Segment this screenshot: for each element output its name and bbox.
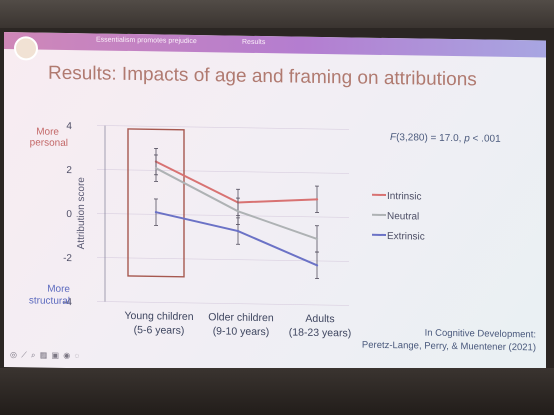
young-children-highlight-box (127, 128, 185, 278)
x-tick-label: Young children (124, 310, 193, 323)
line-chart: 4 2 0 -2 -4 Young children(5-6 years) Older ch… (29, 121, 501, 339)
data-point-neutral (154, 166, 158, 170)
y-annotation-top-line1: More (36, 127, 59, 138)
gridline (97, 301, 349, 306)
gridline (97, 169, 349, 174)
x-tick-sublabel: (9-10 years) (213, 325, 270, 338)
y-tick-label: 4 (66, 121, 72, 132)
data-point-extrinsic (154, 210, 158, 214)
x-tick-label: Adults (305, 313, 334, 325)
y-tick-label: -4 (63, 297, 72, 308)
y-annotation-top-line2: personal (30, 137, 68, 149)
room-floor (0, 368, 554, 415)
citation: In Cognitive Development: Peretz-Lange, … (362, 326, 536, 355)
x-tick-sublabel: (18-23 years) (289, 326, 351, 339)
y-axis-label: Attribution score (76, 177, 87, 250)
series-line-intrinsic (155, 160, 318, 204)
y-tick-label: 0 (66, 209, 72, 220)
y-tick-label: -2 (63, 253, 72, 264)
data-point-extrinsic (236, 229, 240, 233)
stat-f: F (390, 132, 397, 143)
data-point-extrinsic (315, 264, 319, 267)
stat-result: F(3,280) = 17.0, p < .001 (390, 132, 501, 145)
gridline (97, 213, 349, 218)
series-line-extrinsic (155, 211, 318, 267)
citation-line-2: Peretz-Lange, Perry, & Muentener (2021) (361, 339, 536, 354)
series-line-neutral (155, 167, 318, 240)
x-tick-sublabel: (5-6 years) (134, 324, 185, 337)
y-annotation-bottom-line2: structural (29, 295, 70, 307)
legend-label-intrinsic: Intrinsic (387, 191, 421, 203)
room-ceiling (0, 0, 554, 28)
legend-label-neutral: Neutral (387, 211, 419, 223)
x-tick-label: Older children (208, 311, 274, 324)
data-point-intrinsic (315, 198, 319, 201)
gridline (97, 125, 349, 130)
stat-threshold: < .001 (470, 133, 501, 144)
projected-slide: Essentialism promotes prejudice Results … (4, 32, 546, 376)
gridline (97, 257, 349, 262)
data-point-neutral (315, 237, 319, 241)
data-point-neutral (236, 210, 240, 213)
legend-label-extrinsic: Extrinsic (387, 231, 425, 243)
stat-df: (3,280) = 17.0, (396, 132, 464, 144)
y-tick-label: 2 (66, 165, 72, 176)
stat-p: p (463, 133, 470, 144)
presentation-toolbar[interactable]: ◎ ⟋ ⌕ ▦ ▣ ◉ ◌ (10, 350, 81, 361)
y-annotation-bottom-line1: More (47, 284, 70, 295)
